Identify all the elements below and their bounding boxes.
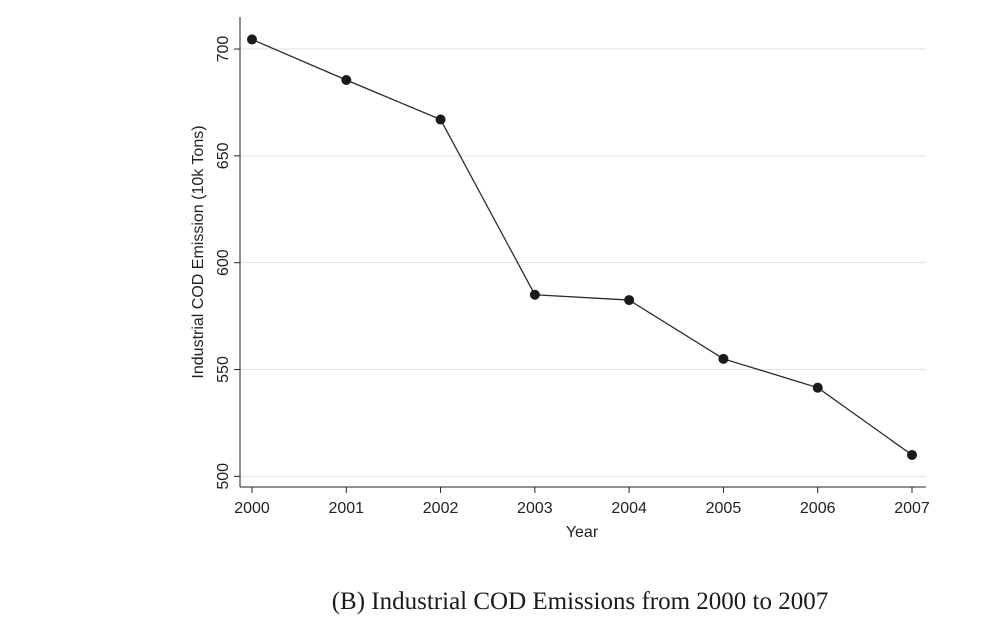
y-axis-label: Industrial COD Emission (10k Tons) (190, 125, 207, 378)
x-axis-label: Year (566, 524, 599, 541)
y-tick-label: 500 (215, 463, 232, 490)
data-point-2005 (718, 353, 729, 364)
gridlines (240, 48, 926, 477)
tick-labels: 500 550 600 650 700 2000 2001 2002 2003 2004 2005 2… (215, 36, 930, 517)
x-tick-label: 2003 (517, 500, 553, 517)
data-point-2006 (812, 382, 823, 393)
x-tick-label: 2002 (423, 500, 459, 517)
y-tick-label: 650 (215, 142, 232, 169)
y-tick-label: 600 (215, 249, 232, 276)
x-tick-label: 2005 (706, 500, 742, 517)
line-chart: 500 550 600 650 700 2000 2001 2002 2003 2004 2005 2… (190, 17, 930, 541)
x-tick-label: 2000 (234, 500, 270, 517)
data-markers (247, 34, 917, 460)
data-point-2002 (435, 114, 446, 125)
y-tick-label: 550 (215, 356, 232, 383)
series-line (251, 38, 913, 456)
figure-caption: (B) Industrial COD Emissions from 2000 t… (331, 588, 829, 615)
axes (234, 17, 926, 493)
data-point-2001 (341, 75, 352, 86)
y-tick-label: 700 (215, 36, 232, 63)
data-point-2003 (529, 289, 540, 300)
x-tick-label: 2001 (328, 500, 364, 517)
data-point-2007 (907, 449, 917, 460)
x-tick-label: 2007 (894, 500, 930, 517)
series-line-layer (251, 38, 913, 456)
data-point-2004 (624, 295, 635, 306)
x-tick-label: 2004 (611, 500, 647, 517)
data-point-2000 (247, 34, 257, 45)
x-tick-label: 2006 (800, 500, 836, 517)
